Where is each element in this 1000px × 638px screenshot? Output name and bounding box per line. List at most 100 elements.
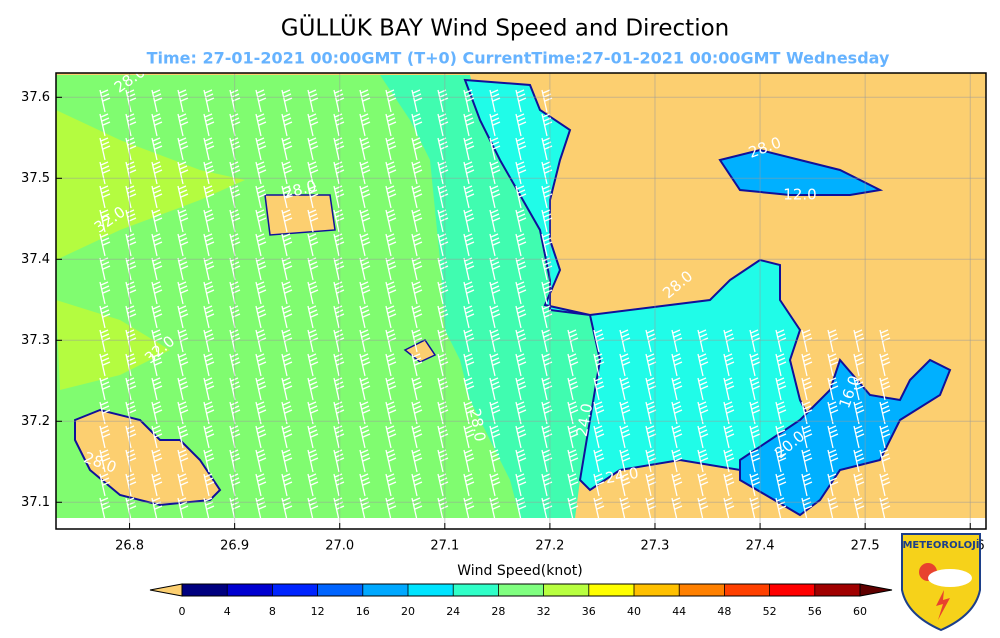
wind-barb (515, 377, 527, 401)
colorbar-swatch (543, 584, 590, 596)
wind-barb (255, 233, 267, 257)
wind-barb (151, 329, 163, 353)
wind-barb (697, 473, 709, 497)
wind-barb (177, 449, 189, 473)
wind-barb (749, 353, 761, 377)
wind-barb (879, 425, 891, 449)
wind-barb (463, 353, 475, 377)
wind-barb (203, 161, 215, 185)
wind-barb (177, 89, 189, 113)
island (264, 194, 336, 236)
wind-barb (697, 425, 709, 449)
wind-barb (151, 89, 163, 113)
wind-barb (333, 401, 345, 425)
wind-barb (177, 161, 189, 185)
colorbar-swatch (588, 584, 635, 596)
title: GÜLLÜK BAY Wind Speed and Direction (281, 14, 729, 42)
wind-barb (203, 209, 215, 233)
wind-barb (151, 185, 163, 209)
wind-barb (307, 161, 319, 185)
colorbar-swatch (634, 584, 680, 596)
wind-barb (437, 137, 449, 161)
wind-barb (281, 161, 293, 185)
wind-barb (593, 425, 605, 449)
wind-barb (125, 401, 137, 425)
wind-barb (515, 305, 527, 329)
wind-barb (853, 449, 865, 473)
wind-barb (333, 281, 345, 305)
colorbar-tick-label: 56 (808, 605, 822, 618)
wind-barb (411, 473, 423, 497)
wind-barb (437, 161, 449, 185)
wind-barb (593, 401, 605, 425)
wind-barb (177, 185, 189, 209)
wind-barb (359, 281, 371, 305)
wind-barb (827, 377, 839, 401)
wind-barb (749, 329, 761, 353)
wind-barb (463, 209, 475, 233)
wind-barb (333, 185, 345, 209)
wind-barb (489, 473, 501, 497)
wind-barb (281, 401, 293, 425)
x-tick-label: 27.0 (325, 539, 354, 554)
colorbar-tick-label: 44 (672, 605, 686, 618)
wind-barb (541, 137, 553, 161)
wind-barb (281, 137, 293, 161)
wind-barb (489, 89, 501, 113)
x-tick-label: 26.8 (115, 539, 144, 554)
contour-label: 28.0 (466, 407, 490, 443)
wind-barb (385, 185, 397, 209)
wind-barb (307, 497, 319, 521)
wind-barb (853, 353, 865, 377)
wind-barb (489, 305, 501, 329)
wind-barb (697, 497, 709, 521)
wind-barb (411, 401, 423, 425)
wind-barb (671, 449, 683, 473)
wind-barb (723, 353, 735, 377)
contour-label: 24.0 (604, 464, 640, 488)
wind-barb (385, 377, 397, 401)
wind-barb (255, 305, 267, 329)
wind-barb (385, 401, 397, 425)
wind-barb (515, 185, 527, 209)
wind-barb (385, 281, 397, 305)
wind-barb (255, 161, 267, 185)
wind-barb (411, 113, 423, 137)
wind-barb (723, 473, 735, 497)
wind-barb (255, 113, 267, 137)
wind-barb (775, 497, 787, 521)
wind-barb (437, 89, 449, 113)
wind-barb (333, 233, 345, 257)
wind-barb (593, 377, 605, 401)
colorbar-swatch (272, 584, 319, 596)
wind-barb (515, 353, 527, 377)
wind-barb (489, 353, 501, 377)
wind-barbs (99, 89, 891, 521)
wind-barb (749, 449, 761, 473)
wind-barb (99, 473, 111, 497)
colorbar-tick-label: 0 (179, 605, 186, 618)
wind-barb (463, 401, 475, 425)
wind-barb (151, 233, 163, 257)
wind-barb (359, 497, 371, 521)
wind-barb (671, 353, 683, 377)
wind-barb (463, 473, 475, 497)
colorbar-swatch (362, 584, 409, 596)
wind-barb (463, 305, 475, 329)
wind-barb (515, 161, 527, 185)
colorbar-swatch (498, 584, 545, 596)
colorbar-swatch (453, 584, 499, 596)
wind-barb (411, 233, 423, 257)
wind-barb (437, 377, 449, 401)
wind-barb (333, 473, 345, 497)
subtitle: Time: 27-01-2021 00:00GMT (T+0) CurrentT… (147, 49, 890, 68)
wind-barb (151, 137, 163, 161)
blank-strip (56, 518, 986, 529)
wind-barb (723, 401, 735, 425)
wind-barb (593, 497, 605, 521)
colorbar-swatch (227, 584, 273, 596)
wind-barb (151, 281, 163, 305)
colorbar-tick-label: 40 (627, 605, 641, 618)
wind-barb (801, 353, 813, 377)
wind-barb (697, 449, 709, 473)
